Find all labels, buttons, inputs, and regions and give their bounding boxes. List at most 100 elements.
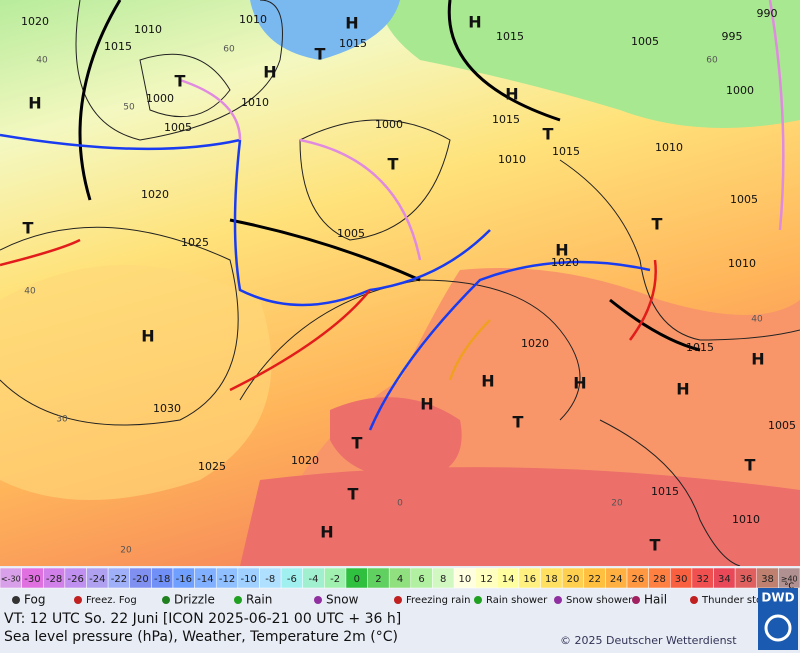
footer-background [0, 612, 800, 653]
pressure-label: 1015 [339, 37, 367, 50]
temperature-label: 20 [611, 499, 623, 509]
legend-item: Rain shower [486, 595, 548, 606]
scale-label: 22 [588, 574, 601, 585]
legend-symbol [554, 596, 562, 604]
scale-label: -4 [309, 574, 319, 585]
scale-label: -28 [46, 574, 62, 585]
high-pressure-label: H [481, 372, 494, 391]
pressure-label: 990 [757, 7, 778, 20]
scale-label: 36 [740, 574, 753, 585]
legend-symbol [632, 596, 640, 604]
legend-symbol [12, 596, 20, 604]
pressure-label: 1000 [375, 118, 403, 131]
scale-label: 18 [545, 574, 558, 585]
pressure-label: 1010 [732, 513, 760, 526]
scale-label: -2 [330, 574, 340, 585]
logo-icon [764, 614, 792, 642]
low-pressure-label: T [315, 45, 326, 64]
scale-label: -12 [219, 574, 235, 585]
temperature-label: 60 [223, 45, 235, 55]
pressure-label: 1005 [164, 121, 192, 134]
legend-item: Drizzle [174, 593, 215, 607]
scale-label: 34 [718, 574, 731, 585]
temperature-label: 40 [751, 315, 763, 325]
legend-item: Thunder storm [701, 595, 776, 606]
pressure-label: 1000 [146, 92, 174, 105]
high-pressure-label: H [505, 85, 518, 104]
copyright: © 2025 Deutscher Wetterdienst [560, 634, 737, 647]
scale-label: -16 [176, 574, 192, 585]
scale-label: 6 [418, 574, 424, 585]
cold-area [250, 0, 400, 60]
scale-label: 20 [567, 574, 580, 585]
scale-unit: °C [784, 582, 794, 591]
scale-label: -14 [197, 574, 213, 585]
low-pressure-label: T [388, 155, 399, 174]
scale-label: 30 [675, 574, 688, 585]
pressure-label: 995 [722, 30, 743, 43]
legend-item: Freezing rain [406, 595, 470, 606]
pressure-label: 1005 [768, 419, 796, 432]
pressure-label: 1005 [631, 35, 659, 48]
scale-label: 24 [610, 574, 623, 585]
pressure-label: 1010 [728, 257, 756, 270]
scale-label: -20 [132, 574, 148, 585]
scale-label: 4 [397, 574, 403, 585]
low-pressure-label: T [513, 413, 524, 432]
scale-label: 28 [653, 574, 666, 585]
valid-time: VT: 12 UTC So. 22 Juni [ICON 2025-06-21 … [4, 611, 401, 627]
pressure-label: 1020 [291, 454, 319, 467]
scale-label: 26 [631, 574, 644, 585]
scale-label: 10 [458, 574, 471, 585]
low-pressure-label: T [543, 125, 554, 144]
pressure-label: 1010 [239, 13, 267, 26]
high-pressure-label: H [751, 350, 764, 369]
temperature-label: 40 [24, 287, 36, 297]
low-pressure-label: T [652, 215, 663, 234]
pressure-label: 1005 [730, 193, 758, 206]
pressure-label: 1020 [521, 337, 549, 350]
high-pressure-label: H [468, 13, 481, 32]
pressure-label: 1030 [153, 402, 181, 415]
legend-item: Freez. Fog [86, 595, 137, 606]
hot-area [240, 397, 800, 566]
legend-symbol [394, 596, 402, 604]
map: 1020 1010 1010 1015 1015 1015 1005 995 990 1000 10… [0, 0, 800, 567]
legend-symbol [690, 596, 698, 604]
temperature-label: 60 [706, 56, 718, 66]
pressure-label: 1005 [337, 227, 365, 240]
temperature-label: 20 [120, 546, 132, 556]
low-pressure-label: T [352, 434, 363, 453]
isobars [0, 0, 800, 567]
legend-item: Hail [644, 593, 667, 607]
troughs [78, 0, 701, 352]
scale-label: 14 [502, 574, 515, 585]
scale-label: <-30 [1, 575, 21, 584]
high-pressure-label: H [345, 14, 358, 33]
scale-label: 8 [440, 574, 446, 585]
high-pressure-label: H [420, 395, 433, 414]
low-pressure-label: T [175, 72, 186, 91]
cool-area [380, 0, 800, 128]
pressure-label: 1020 [141, 188, 169, 201]
low-pressure-label: T [745, 456, 756, 475]
legend-symbol [162, 596, 170, 604]
pressure-label: 1015 [496, 30, 524, 43]
warm-sea-area [0, 265, 272, 500]
scale-label: -24 [89, 574, 105, 585]
pressure-label: 1010 [241, 96, 269, 109]
fronts [0, 0, 785, 431]
legend-item: Snow shower [566, 595, 633, 606]
high-pressure-label: H [28, 94, 41, 113]
legend-symbol [474, 596, 482, 604]
scale-label: 16 [523, 574, 536, 585]
high-pressure-label: H [141, 327, 154, 346]
pressure-label: 1015 [552, 145, 580, 158]
pressure-label: 1000 [726, 84, 754, 97]
low-pressure-label: T [650, 536, 661, 555]
high-pressure-label: H [573, 374, 586, 393]
pressure-label: 1010 [498, 153, 526, 166]
low-pressure-label: T [23, 219, 34, 238]
pressure-label: 1015 [686, 341, 714, 354]
